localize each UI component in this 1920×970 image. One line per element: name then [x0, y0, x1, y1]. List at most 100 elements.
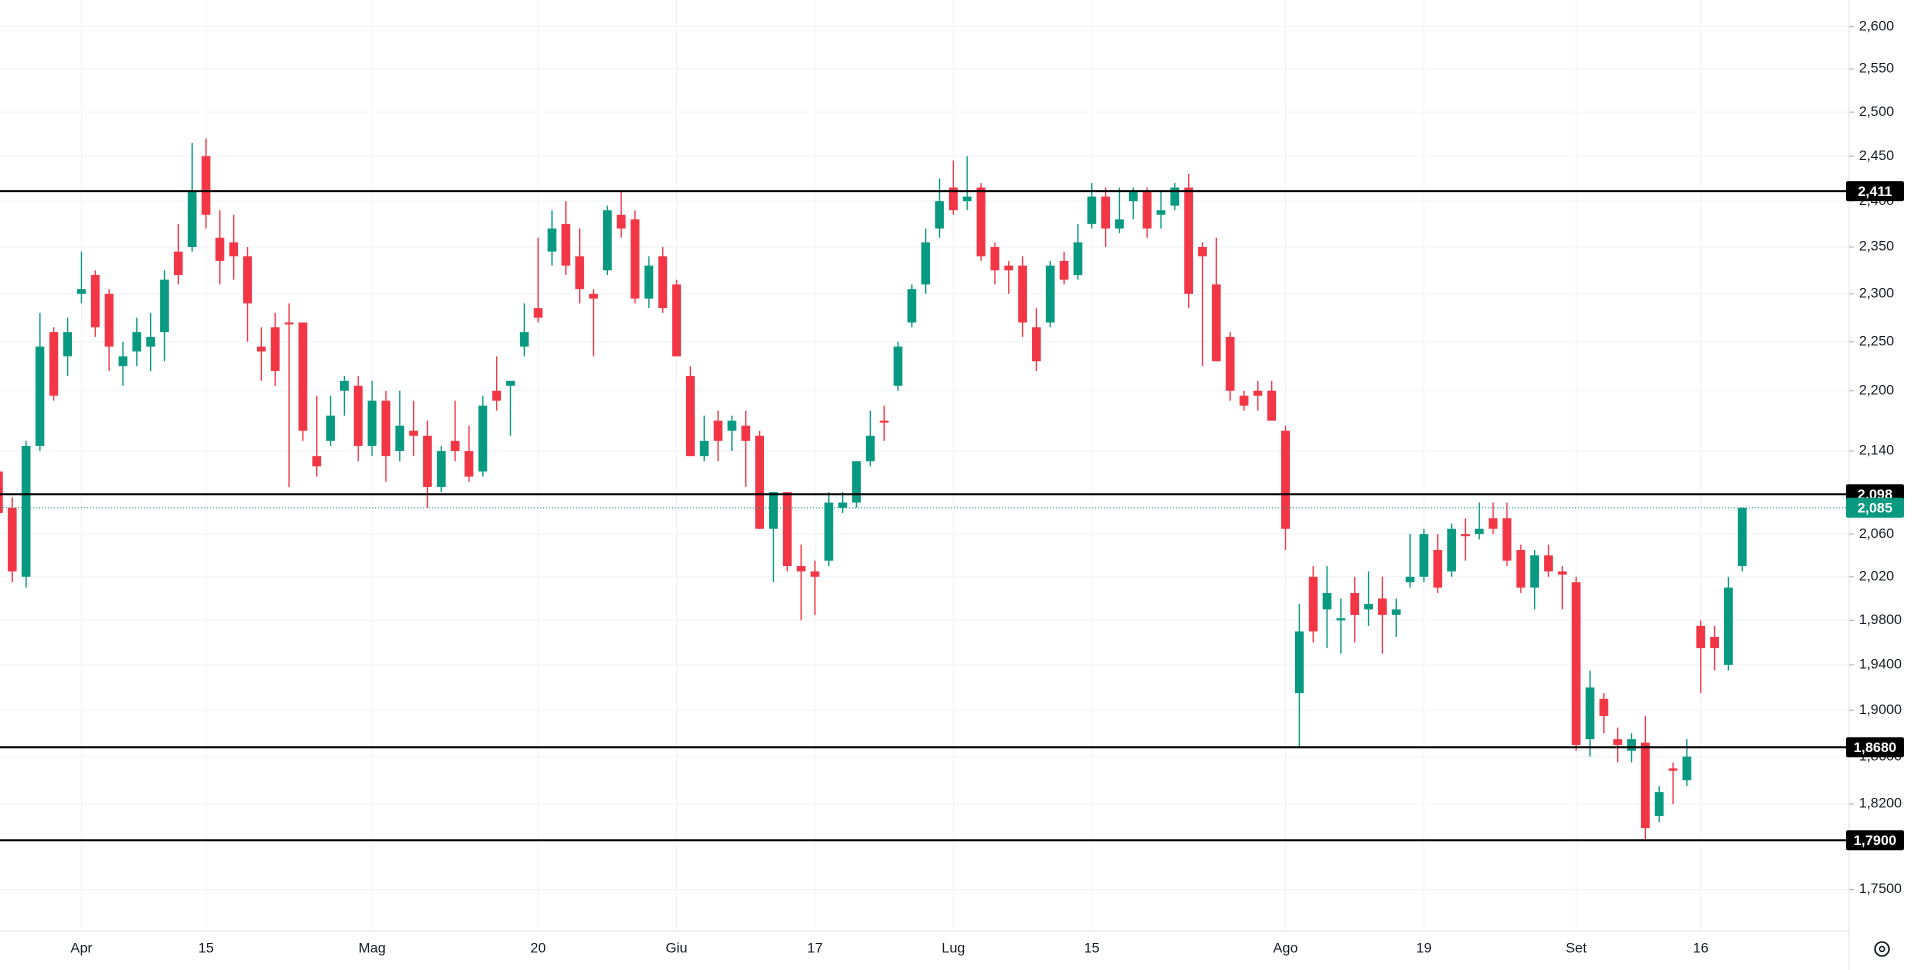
candle-body: [672, 284, 681, 357]
candle-body: [948, 187, 958, 211]
candle-body: [533, 308, 543, 318]
candle-body: [852, 461, 861, 503]
y-tick-label: 1,9000: [1859, 701, 1902, 717]
y-tick-label: 1,7500: [1859, 880, 1902, 896]
candle-body: [270, 327, 280, 372]
candle-body: [1322, 593, 1332, 610]
overlays: 2,6002,5502,5002,4502,4002,3502,3002,250…: [0, 17, 1904, 956]
candle-body: [589, 293, 598, 299]
y-tick-label: 2,200: [1859, 381, 1894, 397]
candle-body: [1225, 336, 1235, 391]
candle-body: [1184, 187, 1194, 294]
last-price-label: 2,085: [1857, 499, 1892, 515]
candle-body: [519, 332, 529, 347]
gear-center[interactable]: [1878, 945, 1886, 953]
candle-body: [658, 256, 668, 309]
candle-body: [21, 445, 31, 577]
y-tick-label: 2,020: [1859, 567, 1894, 583]
y-tick-label: 2,500: [1859, 103, 1894, 119]
candle-body: [1378, 598, 1387, 615]
candle-body: [298, 322, 308, 431]
candle-body: [118, 356, 128, 367]
settings-button[interactable]: [1874, 941, 1890, 957]
candle-body: [49, 332, 59, 396]
candle-body: [561, 223, 571, 266]
x-tick-label: 17: [807, 940, 823, 956]
candle-body: [229, 242, 239, 257]
candle-body: [1682, 756, 1692, 781]
candle-body: [1599, 698, 1609, 717]
candle-body: [1059, 260, 1069, 280]
candle-body: [284, 322, 294, 325]
y-tick-label: 1,9400: [1859, 656, 1902, 672]
candle-body: [1557, 571, 1567, 575]
candle-body: [893, 346, 903, 386]
candle-body: [686, 375, 695, 457]
candle-body: [1239, 395, 1249, 406]
candle-body: [1502, 518, 1512, 561]
candle-body: [1004, 265, 1014, 271]
candle-body: [1737, 507, 1747, 567]
x-tick-label: 19: [1416, 940, 1432, 956]
candle-body: [1308, 576, 1318, 632]
candle-body: [741, 425, 751, 441]
candle-body: [104, 293, 114, 347]
candle-body: [63, 332, 72, 357]
candle-body: [478, 405, 488, 472]
candle-body: [575, 256, 585, 290]
candle-body: [602, 210, 612, 271]
candle-body: [1710, 636, 1719, 649]
candle-body: [409, 430, 418, 436]
candle-body: [312, 456, 322, 467]
candle-body: [547, 228, 557, 252]
candle-body: [160, 279, 169, 333]
y-tick-label: 2,140: [1859, 442, 1894, 458]
candle-body: [35, 346, 45, 446]
candle-body: [810, 571, 820, 577]
candle-body: [644, 265, 654, 299]
candle-body: [506, 380, 515, 386]
grid: [0, 0, 1854, 931]
candle-body: [782, 492, 792, 567]
candle-body: [173, 251, 183, 276]
y-tick-label: 1,9800: [1859, 611, 1902, 627]
candle-body: [713, 420, 723, 441]
candle-body: [769, 492, 778, 529]
candle-body: [1419, 534, 1429, 577]
candle-body: [1391, 609, 1401, 615]
candle-body: [879, 420, 889, 423]
x-tick-label: Giu: [666, 940, 688, 956]
candle-body: [1281, 430, 1290, 529]
candle-body: [755, 435, 764, 529]
candle-body: [1530, 555, 1540, 588]
candle-body: [1696, 625, 1706, 649]
candle-body: [1018, 265, 1027, 323]
candle-body: [146, 336, 156, 347]
candle-body: [90, 275, 100, 328]
candle-body: [1654, 792, 1664, 817]
candle-body: [1211, 284, 1221, 362]
candle-body: [1364, 603, 1373, 610]
candle-body: [1115, 219, 1124, 229]
x-tick-label: Set: [1566, 940, 1587, 956]
candle-body: [1488, 518, 1498, 529]
candle-body: [1640, 742, 1650, 829]
x-tick-label: Ago: [1273, 940, 1298, 956]
candle-body: [1073, 242, 1083, 276]
y-tick-label: 2,350: [1859, 238, 1894, 254]
last-price-box: [1846, 497, 1904, 518]
candle-body: [1198, 246, 1207, 257]
candle-body: [464, 451, 474, 477]
candle-body: [201, 156, 211, 215]
gear-ring[interactable]: [1874, 941, 1890, 957]
candle-body: [243, 256, 252, 304]
candle-body: [1032, 327, 1041, 362]
candle-body: [1474, 528, 1484, 535]
candle-body: [423, 435, 432, 487]
candle-body: [907, 289, 917, 323]
candle-body: [976, 187, 986, 257]
x-tick-label: Apr: [71, 940, 93, 956]
candle-body: [699, 440, 709, 457]
candle-body: [492, 390, 502, 401]
